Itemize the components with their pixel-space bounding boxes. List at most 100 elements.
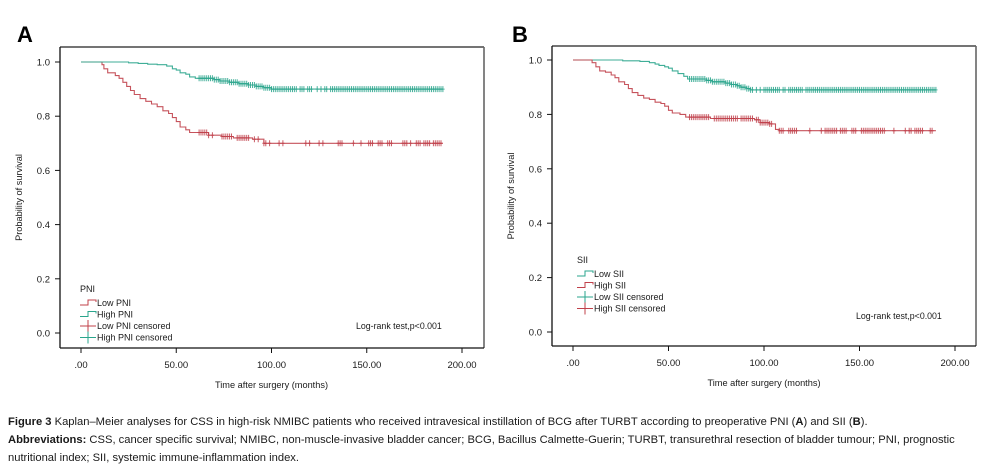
censor-mark-high-pni: [260, 83, 264, 90]
y-tick-label: 0.6: [37, 166, 50, 177]
censor-mark-low-pni: [256, 136, 260, 143]
censor-mark-low-pni: [359, 140, 363, 147]
panel-a-label: A: [17, 22, 33, 47]
caption-abbreviations: Abbreviations: CSS, cancer specific surv…: [8, 431, 993, 467]
y-tick-label: 0.8: [37, 112, 50, 123]
censor-mark-low-sii: [783, 86, 787, 93]
caption-text-2: ) and SII (: [803, 416, 853, 428]
censor-mark-high-sii: [770, 120, 774, 127]
y-tick-label: 1.0: [529, 56, 542, 67]
censor-mark-high-sii: [735, 115, 739, 122]
censor-mark-low-pni: [409, 140, 413, 147]
legend-label: Low SII: [594, 269, 624, 279]
x-tick-label: 200.00: [447, 360, 476, 371]
caption-text-3: ).: [860, 416, 868, 428]
censor-mark-low-pni: [439, 140, 443, 147]
censor-mark-low-pni: [304, 140, 308, 147]
censor-mark-low-pni: [308, 140, 312, 147]
censor-mark-low-pni: [252, 136, 256, 143]
censor-mark-high-sii: [750, 115, 755, 122]
caption-text-1: Kaplan–Meier analyses for CSS in high-ri…: [51, 416, 796, 428]
legend-label: High PNI censored: [97, 333, 173, 343]
censor-mark-low-pni: [247, 134, 251, 141]
legend-censor-swatch: [80, 320, 96, 332]
y-tick-label: 0.0: [37, 329, 50, 340]
legend-label: Low PNI censored: [97, 321, 171, 331]
censor-mark-low-pni: [268, 140, 272, 147]
censor-mark-high-sii: [707, 114, 711, 121]
censor-mark-high-pni: [325, 86, 329, 93]
legend-label: Low SII censored: [594, 292, 664, 302]
censor-mark-low-pni: [418, 140, 422, 147]
censor-mark-low-sii: [733, 81, 737, 88]
censor-mark-low-sii: [777, 86, 781, 93]
censor-mark-high-pni: [245, 80, 249, 87]
y-tick-label: 0.2: [37, 274, 50, 285]
x-tick-label: 100.00: [749, 358, 778, 369]
legend-title: SII: [577, 255, 588, 265]
censor-mark-high-pni: [315, 86, 319, 93]
censor-mark-high-pni: [309, 86, 314, 93]
y-tick-label: 0.0: [529, 328, 542, 339]
km-figure: 0.0 0.2 0.4 0.6 0.8 1.0 .00 50.00 100.00 150.00 20…: [14, 45, 977, 390]
figure-caption: Figure 3 Kaplan–Meier analyses for CSS i…: [8, 413, 993, 467]
censor-mark-high-sii: [854, 127, 858, 134]
censor-mark-low-pni: [389, 140, 394, 147]
legend-label: High SII censored: [594, 304, 666, 314]
y-tick-label: 0.2: [529, 273, 542, 284]
x-axis-title: Time after surgery (months): [708, 378, 821, 388]
caption-ref-b: B: [852, 416, 861, 428]
censor-mark-low-pni: [340, 140, 344, 147]
censor-mark-low-pni: [281, 140, 285, 147]
panel-b-label: B: [512, 22, 528, 47]
censor-mark-high-sii: [844, 127, 848, 134]
x-tick-label: .00: [74, 360, 87, 371]
censor-mark-low-pni: [321, 140, 325, 147]
x-tick-label: 50.00: [657, 358, 681, 369]
censor-mark-low-sii: [754, 86, 758, 93]
censor-mark-low-sii: [737, 82, 741, 89]
censor-mark-high-sii: [756, 116, 760, 123]
x-tick-label: 50.00: [164, 360, 188, 371]
censor-mark-high-sii: [903, 127, 907, 134]
y-tick-label: 0.4: [37, 220, 50, 231]
censor-mark-high-pni: [441, 86, 445, 93]
censor-mark-high-pni: [319, 86, 323, 93]
y-tick-label: 0.8: [529, 110, 542, 121]
x-tick-label: 150.00: [845, 358, 874, 369]
censor-mark-high-sii: [794, 127, 799, 134]
censor-mark-low-pni: [210, 132, 214, 139]
km-curve-high-sii: [573, 59, 936, 132]
legend-step-swatch: [577, 282, 594, 288]
censor-mark-high-pni: [294, 86, 298, 93]
censor-mark-low-pni: [428, 140, 432, 147]
x-tick-label: .00: [566, 358, 579, 369]
censor-mark-low-pni: [207, 132, 211, 139]
y-tick-label: 0.4: [529, 219, 542, 230]
panel-a-chart: 0.0 0.2 0.4 0.6 0.8 1.0 .00 50.00 100.00 150.00 20…: [14, 46, 485, 390]
log-rank-annotation: Log-rank test,p<0.001: [356, 321, 442, 331]
censor-mark-low-sii: [747, 85, 751, 92]
legend-censor-swatch: [577, 291, 593, 303]
censor-mark-high-sii: [819, 127, 823, 134]
legend-step-swatch: [80, 311, 97, 317]
figure-label: Figure 3: [8, 416, 52, 428]
censor-mark-high-sii: [835, 127, 839, 134]
censor-mark-low-sii: [800, 86, 804, 93]
abbreviations-text: CSS, cancer specific survival; NMIBC, no…: [8, 434, 955, 464]
y-axis-title: Probability of survival: [506, 153, 516, 240]
censor-mark-low-sii: [758, 86, 762, 93]
censor-mark-high-pni: [252, 82, 256, 88]
x-tick-label: 150.00: [352, 360, 381, 371]
censor-mark-low-sii: [728, 80, 732, 87]
x-tick-label: 200.00: [940, 358, 969, 369]
x-tick-label: 100.00: [257, 360, 286, 371]
legend-label: High SII: [594, 281, 626, 291]
censor-mark-high-sii: [930, 127, 934, 134]
censor-mark-high-sii: [920, 127, 925, 134]
censor-mark-high-sii: [909, 127, 913, 134]
censor-mark-low-sii: [750, 86, 755, 93]
y-axis-title: Probability of survival: [14, 154, 24, 241]
censor-mark-low-pni: [380, 140, 384, 147]
censor-mark-high-pni: [226, 78, 230, 84]
